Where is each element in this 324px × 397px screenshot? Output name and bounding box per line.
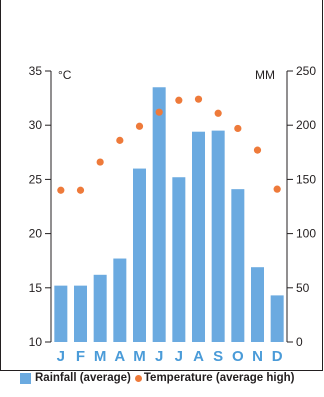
rainfall-bar-8 <box>192 131 205 342</box>
temperature-point-2 <box>76 186 85 194</box>
temperature-point-10 <box>234 124 242 133</box>
month-label-5: M <box>133 348 146 365</box>
rainfall-bar-9 <box>211 130 225 342</box>
rainfall-bar-10 <box>231 189 245 342</box>
month-label-8: A <box>193 348 204 365</box>
right-axis-unit: MM <box>255 68 275 82</box>
temperature-point-12 <box>273 185 281 193</box>
rainfall-bar-4 <box>113 258 127 342</box>
legend-label-rainfall: Rainfall (average) <box>35 372 131 384</box>
rainfall-bar-12 <box>270 295 284 342</box>
month-label-7: J <box>175 348 183 365</box>
rainfall-bar-2 <box>74 285 87 342</box>
temperature-points <box>57 95 281 194</box>
rainfall-bars <box>54 87 284 342</box>
month-label-3: M <box>94 348 107 365</box>
month-label-6: J <box>155 348 163 365</box>
rainfall-bar-6 <box>152 87 166 342</box>
left-axis-unit: °C <box>58 68 72 82</box>
month-label-2: F <box>76 348 85 365</box>
right-tick-label-200: 200 <box>296 118 316 132</box>
left-tick-label-15: 15 <box>29 281 43 295</box>
legend-swatch-rainfall <box>20 372 31 384</box>
left-tick-label-10: 10 <box>29 335 43 349</box>
temperature-point-3 <box>96 158 104 166</box>
right-tick-label-150: 150 <box>296 172 316 186</box>
temperature-point-5 <box>135 122 144 130</box>
rainfall-bar-5 <box>133 168 146 342</box>
rainfall-bar-1 <box>54 285 68 342</box>
month-label-12: D <box>272 348 283 365</box>
temperature-point-11 <box>253 146 262 154</box>
left-tick-label-30: 30 <box>29 118 43 132</box>
temperature-point-4 <box>116 136 124 144</box>
temperature-point-6 <box>155 108 163 116</box>
right-tick-label-100: 100 <box>296 227 316 241</box>
axes: 10 15 20 25 30 35 0 50 100 150 200 250 <box>29 64 317 349</box>
left-tick-label-20: 20 <box>29 227 43 241</box>
rainfall-bar-11 <box>251 267 264 342</box>
month-label-11: N <box>252 348 263 365</box>
temperature-point-9 <box>214 109 222 117</box>
right-tick-label-250: 250 <box>296 64 316 78</box>
temperature-point-1 <box>57 186 65 194</box>
month-label-9: S <box>213 348 223 365</box>
left-tick-label-25: 25 <box>29 172 43 186</box>
legend-label-temperature: Temperature (average high) <box>143 372 295 384</box>
right-tick-label-50: 50 <box>296 281 310 295</box>
temperature-point-8 <box>194 95 203 103</box>
month-label-10: O <box>232 348 244 365</box>
rainfall-bar-3 <box>93 274 107 342</box>
right-tick-label-0: 0 <box>296 335 303 349</box>
left-tick-label-35: 35 <box>29 64 43 78</box>
month-label-4: A <box>114 348 125 365</box>
legend-swatch-temperature <box>134 374 142 382</box>
month-label-1: J <box>57 348 65 365</box>
temperature-point-7 <box>175 96 183 104</box>
chart-frame <box>0 0 323 371</box>
rainfall-bar-7 <box>172 177 186 342</box>
legend: Rainfall (average) Temperature (average … <box>20 372 294 384</box>
